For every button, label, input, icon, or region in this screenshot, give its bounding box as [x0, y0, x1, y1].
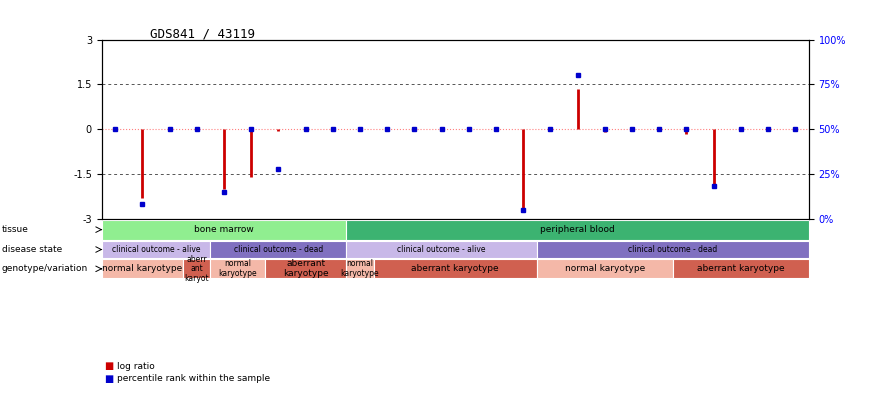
Bar: [374, 259, 537, 278]
Bar: [210, 259, 265, 278]
Bar: [673, 259, 809, 278]
Bar: [537, 259, 673, 278]
Text: clinical outcome - alive: clinical outcome - alive: [111, 245, 201, 254]
Bar: [347, 219, 809, 240]
Text: aberr
ant
karyot: aberr ant karyot: [185, 255, 210, 283]
Bar: [102, 241, 210, 258]
Text: genotype/variation: genotype/variation: [2, 265, 88, 273]
Text: clinical outcome - dead: clinical outcome - dead: [234, 245, 323, 254]
Bar: [537, 241, 809, 258]
Bar: [347, 241, 537, 258]
Bar: [183, 259, 210, 278]
Bar: [102, 219, 347, 240]
Text: percentile rank within the sample: percentile rank within the sample: [117, 375, 270, 383]
Text: aberrant karyotype: aberrant karyotype: [697, 265, 785, 273]
Bar: [102, 259, 183, 278]
Text: ■: ■: [104, 374, 113, 384]
Text: clinical outcome - dead: clinical outcome - dead: [629, 245, 718, 254]
Bar: [265, 259, 347, 278]
Text: normal karyotype: normal karyotype: [103, 265, 183, 273]
Text: ■: ■: [104, 361, 113, 371]
Text: normal
karyotype: normal karyotype: [340, 259, 379, 278]
Text: peripheral blood: peripheral blood: [540, 225, 615, 234]
Text: GDS841 / 43119: GDS841 / 43119: [150, 28, 255, 41]
Text: normal karyotype: normal karyotype: [565, 265, 645, 273]
Text: aberrant
karyotype: aberrant karyotype: [283, 259, 329, 278]
Text: aberrant karyotype: aberrant karyotype: [411, 265, 499, 273]
Text: bone marrow: bone marrow: [194, 225, 254, 234]
Bar: [210, 241, 347, 258]
Bar: [347, 259, 374, 278]
Text: clinical outcome - alive: clinical outcome - alive: [398, 245, 486, 254]
Text: normal
karyotype: normal karyotype: [218, 259, 257, 278]
Text: log ratio: log ratio: [117, 362, 155, 371]
Text: disease state: disease state: [2, 245, 62, 254]
Text: tissue: tissue: [2, 225, 28, 234]
